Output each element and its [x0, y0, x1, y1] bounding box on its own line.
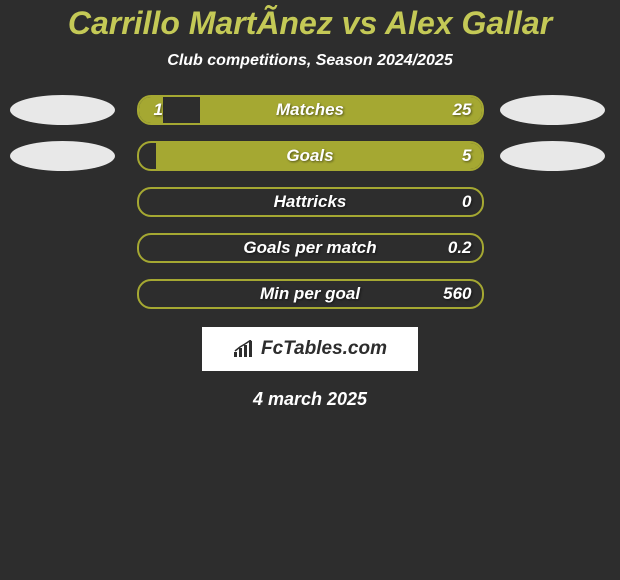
stat-value-right: 5	[462, 146, 471, 166]
stat-row: Goals per match 0.2	[0, 233, 620, 263]
stat-value-right: 0	[462, 192, 471, 212]
branding-logo: FcTables.com	[202, 327, 418, 371]
stat-label: Min per goal	[260, 284, 360, 304]
comparison-subtitle: Club competitions, Season 2024/2025	[167, 52, 452, 70]
player-avatar-left	[10, 141, 115, 171]
stat-value-right: 560	[443, 284, 471, 304]
stat-label: Matches	[276, 100, 344, 120]
stat-label: Goals per match	[243, 238, 376, 258]
player-avatar-right	[500, 141, 605, 171]
stat-row: Hattricks 0	[0, 187, 620, 217]
stat-label: Hattricks	[274, 192, 347, 212]
stats-container: 1 Matches 25 Goals 5 Hattricks 0 Goals per matc…	[0, 95, 620, 309]
player-avatar-left	[10, 95, 115, 125]
stat-row: 1 Matches 25	[0, 95, 620, 125]
stat-row: Min per goal 560	[0, 279, 620, 309]
stat-bar: Min per goal 560	[137, 279, 484, 309]
stat-label: Goals	[286, 146, 333, 166]
logo-content: FcTables.com	[233, 338, 387, 360]
stat-bar: Hattricks 0	[137, 187, 484, 217]
footer-date: 4 march 2025	[253, 389, 367, 410]
stat-bar: Goals per match 0.2	[137, 233, 484, 263]
stat-value-left: 1	[154, 100, 163, 120]
comparison-title: Carrillo MartÃ­nez vs Alex Gallar	[68, 5, 552, 42]
stat-value-right: 0.2	[448, 238, 472, 258]
player-avatar-right	[500, 95, 605, 125]
logo-text: FcTables.com	[261, 338, 387, 360]
bar-chart-icon	[233, 340, 255, 358]
stat-bar: 1 Matches 25	[137, 95, 484, 125]
stat-bar: Goals 5	[137, 141, 484, 171]
stat-value-right: 25	[453, 100, 472, 120]
stat-row: Goals 5	[0, 141, 620, 171]
